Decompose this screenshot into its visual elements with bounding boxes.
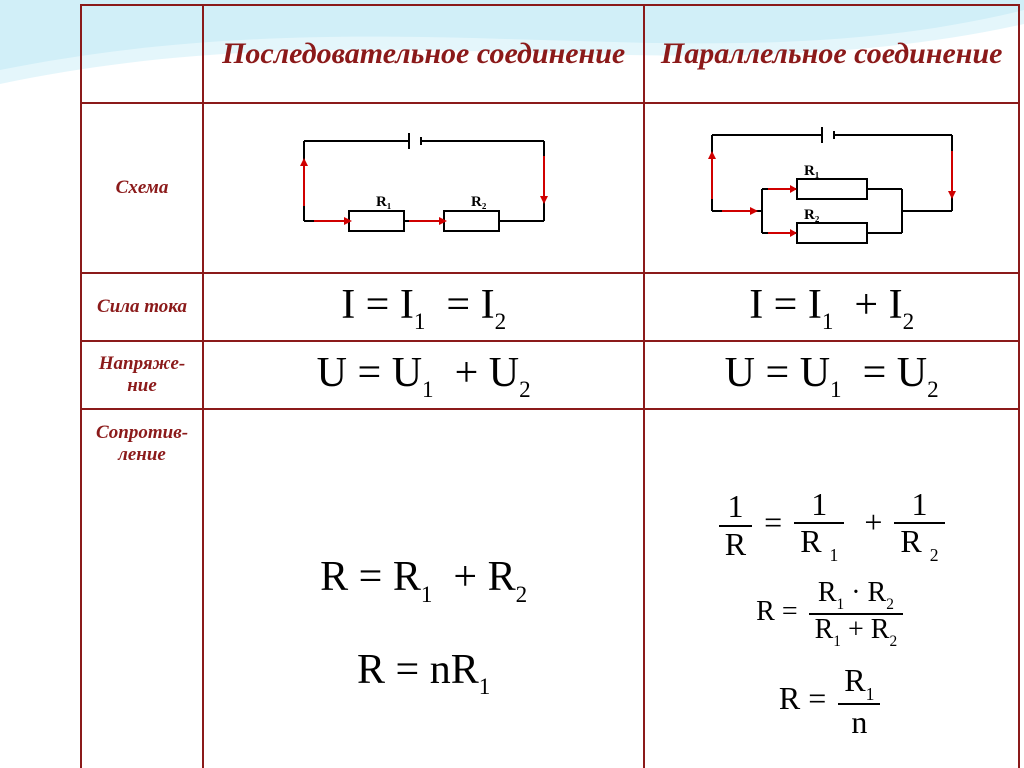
parallel-voltage-cell: U = U1 = U2 <box>644 341 1019 409</box>
series-r1-label: R₁ <box>376 194 391 210</box>
inv-r2-den: R 2 <box>894 524 944 564</box>
label-schema: Схема <box>81 103 203 273</box>
current-row: Сила тока I = I1 = I2 I = I1 + I2 <box>81 273 1019 341</box>
series-current-cell: I = I1 = I2 <box>203 273 644 341</box>
parallel-r-prod: R = R1 · R2 R1 + R2 <box>756 578 907 649</box>
series-voltage-cell: U = U1 + U2 <box>203 341 644 409</box>
header-series-text: Последовательное соединение <box>205 35 642 73</box>
header-row: Последовательное соединение Параллельное… <box>81 5 1019 103</box>
par-r2-label: R₂ <box>804 207 820 223</box>
inv-lhs-num: 1 <box>719 489 752 526</box>
header-parallel: Параллельное соединение <box>644 5 1019 103</box>
inv-lhs-den: R <box>719 527 752 562</box>
parallel-circuit: R₁ R₂ <box>662 111 1002 261</box>
header-parallel-text: Параллельное соединение <box>646 35 1017 73</box>
inv-r2-num: 1 <box>894 487 944 524</box>
label-resistance: Сопротив-ление <box>81 409 203 768</box>
schema-series-cell: R₁ R₂ <box>203 103 644 273</box>
rn-num: R1 <box>838 663 880 705</box>
schema-parallel-cell: R₁ R₂ <box>644 103 1019 273</box>
inv-eq: = <box>764 504 782 540</box>
parallel-voltage-eq: U = U1 = U2 <box>725 350 939 396</box>
voltage-row: Напряже-ние U = U1 + U2 U = U1 = U2 <box>81 341 1019 409</box>
parallel-current-eq: I = I1 + I2 <box>749 282 914 328</box>
header-series: Последовательное соединение <box>203 5 644 103</box>
prod-lhs: R = <box>756 596 797 627</box>
schema-row: Схема <box>81 103 1019 273</box>
prod-den: R1 + R2 <box>809 615 904 650</box>
series-r-n: R = nR1 <box>357 646 490 698</box>
par-r1-label: R₁ <box>804 163 819 179</box>
label-voltage: Напряже-ние <box>81 341 203 409</box>
series-resistance-cell: R = R1 + R2 R = nR1 <box>203 409 644 768</box>
inv-plus: + <box>864 504 882 540</box>
page: Последовательное соединение Параллельное… <box>0 0 1024 768</box>
series-current-eq: I = I1 = I2 <box>341 282 506 328</box>
parallel-current-cell: I = I1 + I2 <box>644 273 1019 341</box>
inv-r1-den: R 1 <box>794 524 844 564</box>
series-r2-label: R₂ <box>471 194 487 210</box>
parallel-resistance-cell: 1R = 1R 1 + 1R 2 R = R1 · R2 R1 + R2 <box>644 409 1019 768</box>
comparison-table: Последовательное соединение Параллельное… <box>80 4 1020 768</box>
parallel-r-n: R = R1 n <box>779 663 885 740</box>
label-current: Сила тока <box>81 273 203 341</box>
series-voltage-eq: U = U1 + U2 <box>317 350 531 396</box>
header-empty <box>81 5 203 103</box>
rn-den: n <box>838 705 880 740</box>
resistance-row: Сопротив-ление R = R1 + R2 R = nR1 1R = … <box>81 409 1019 768</box>
prod-num: R1 · R2 <box>809 578 904 615</box>
parallel-r-inv: 1R = 1R 1 + 1R 2 <box>715 487 949 564</box>
inv-r1-num: 1 <box>794 487 844 524</box>
rn-lhs: R = <box>779 680 826 716</box>
series-r-sum: R = R1 + R2 <box>320 553 527 605</box>
series-circuit: R₁ R₂ <box>254 111 594 261</box>
